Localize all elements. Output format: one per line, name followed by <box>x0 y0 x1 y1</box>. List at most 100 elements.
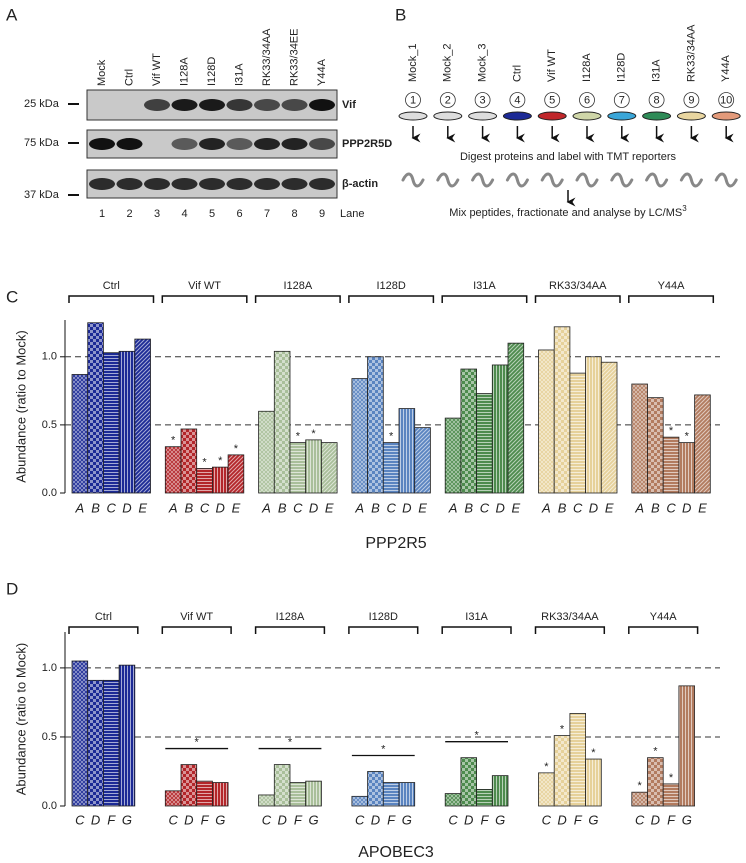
bar-hatch <box>461 369 477 493</box>
category-label: C <box>200 500 210 515</box>
bar-hatch <box>290 443 306 493</box>
band <box>281 178 308 190</box>
bar-hatch <box>352 379 368 493</box>
bar-hatch <box>539 773 554 806</box>
dish <box>607 111 637 121</box>
band <box>116 178 143 190</box>
condition-name: Y44A <box>720 54 732 82</box>
category-label: F <box>201 812 210 827</box>
lane-number: 9 <box>319 208 325 220</box>
y-tick-label: 0.5 <box>42 419 57 431</box>
band <box>199 178 225 190</box>
category-label: D <box>216 500 225 515</box>
kda-label: 37 kDa <box>24 189 60 201</box>
bar-hatch <box>492 365 508 493</box>
bar-hatch <box>119 665 135 806</box>
category-label: G <box>308 812 318 827</box>
bar-hatch <box>679 443 695 493</box>
bar-hatch <box>461 758 477 806</box>
category-label: C <box>262 812 272 827</box>
band <box>171 99 198 111</box>
bar-hatch <box>663 437 679 493</box>
category-label: C <box>355 812 365 827</box>
category-label: D <box>495 500 504 515</box>
category-label: D <box>184 812 193 827</box>
lane-name: Mock <box>96 59 108 86</box>
group-label: Ctrl <box>95 611 112 623</box>
band <box>309 99 335 111</box>
significance-star: * <box>638 780 643 792</box>
significance-star: * <box>591 747 596 759</box>
category-label: A <box>634 500 644 515</box>
group-bracket <box>254 295 341 303</box>
significance-star: * <box>218 455 223 467</box>
band <box>226 138 253 150</box>
category-label: A <box>541 500 551 515</box>
number-circle <box>579 92 595 108</box>
bar-hatch <box>601 362 617 493</box>
group-label: I128D <box>369 611 398 623</box>
significance-star: * <box>288 736 293 748</box>
group-label: Vif WT <box>188 280 221 292</box>
category-label: B <box>464 500 473 515</box>
category-label: D <box>589 500 598 515</box>
lane-number: 5 <box>209 208 215 220</box>
bar-hatch <box>632 792 647 806</box>
group-bracket <box>628 295 715 303</box>
band <box>281 138 308 150</box>
lane-number: 3 <box>154 208 160 220</box>
category-label: C <box>75 812 85 827</box>
category-label: F <box>387 812 396 827</box>
group-bracket <box>534 626 606 634</box>
band <box>254 138 280 150</box>
significance-star: * <box>202 456 207 468</box>
condition-name: I31A <box>651 59 663 82</box>
condition-number: 6 <box>584 94 590 106</box>
category-label: D <box>91 812 100 827</box>
group-label: Y44A <box>658 280 686 292</box>
condition-number: 2 <box>445 94 451 106</box>
peptide <box>645 172 669 188</box>
category-label: F <box>107 812 116 827</box>
bar-hatch <box>88 680 103 806</box>
condition-number: 4 <box>514 94 520 106</box>
band <box>226 99 253 111</box>
significance-star: * <box>669 772 674 784</box>
band <box>116 138 143 150</box>
lane-name: Vif WT <box>151 53 163 86</box>
significance-star: * <box>653 746 658 758</box>
number-circle <box>544 92 561 108</box>
bar-hatch <box>554 736 570 806</box>
band <box>254 178 280 190</box>
band <box>144 178 170 190</box>
category-label: G <box>495 812 505 827</box>
category-label: F <box>574 812 583 827</box>
peptide <box>714 172 738 188</box>
category-label: G <box>402 812 412 827</box>
group-label: Ctrl <box>103 280 120 292</box>
category-label: E <box>418 500 427 515</box>
significance-star: * <box>381 743 386 755</box>
category-label: C <box>168 812 178 827</box>
bar-hatch <box>492 776 508 806</box>
protein-label: Vif <box>342 99 356 111</box>
significance-star: * <box>544 761 549 773</box>
bar-hatch <box>632 384 647 493</box>
category-label: A <box>168 500 178 515</box>
group-bracket <box>628 626 699 634</box>
group-bracket <box>161 295 248 303</box>
category-label: C <box>666 500 676 515</box>
group-label: I128A <box>276 611 305 623</box>
bar-hatch <box>368 771 383 806</box>
category-label: G <box>122 812 132 827</box>
significance-star: * <box>685 431 690 443</box>
bar-hatch <box>477 789 492 806</box>
category-label: E <box>512 500 521 515</box>
category-label: E <box>325 500 334 515</box>
x-axis-label: PPP2R5 <box>365 535 426 552</box>
category-label: C <box>107 500 117 515</box>
lane-name: I128A <box>178 57 190 86</box>
condition-name: I128A <box>581 53 593 82</box>
lane-name: RK33/34AA <box>261 28 273 86</box>
